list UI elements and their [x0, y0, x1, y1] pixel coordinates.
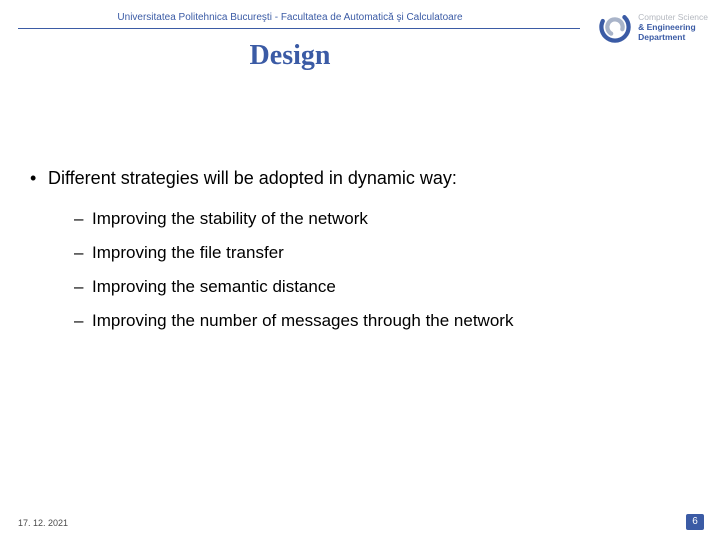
slide-title: Design	[0, 40, 580, 72]
bullet-sub: Improving the semantic distance	[28, 277, 692, 297]
bullet-sub: Improving the stability of the network	[28, 209, 692, 229]
header-divider	[18, 28, 580, 29]
bullet-sub: Improving the number of messages through…	[28, 311, 692, 331]
bullet-main: Different strategies will be adopted in …	[28, 168, 692, 189]
slide: Universitatea Politehnica Bucureşti - Fa…	[0, 0, 720, 540]
logo-line2: & Engineering	[638, 22, 708, 32]
swirl-icon	[598, 10, 632, 44]
department-logo: Computer Science & Engineering Departmen…	[598, 10, 708, 44]
bullet-sub: Improving the file transfer	[28, 243, 692, 263]
footer-page-number: 6	[686, 514, 704, 530]
logo-line3: Department	[638, 32, 708, 42]
logo-line1: Computer Science	[638, 12, 708, 22]
logo-text: Computer Science & Engineering Departmen…	[638, 12, 708, 43]
footer-date: 17. 12. 2021	[18, 518, 68, 528]
content-area: Different strategies will be adopted in …	[28, 168, 692, 345]
header-university: Universitatea Politehnica Bucureşti - Fa…	[0, 12, 580, 23]
